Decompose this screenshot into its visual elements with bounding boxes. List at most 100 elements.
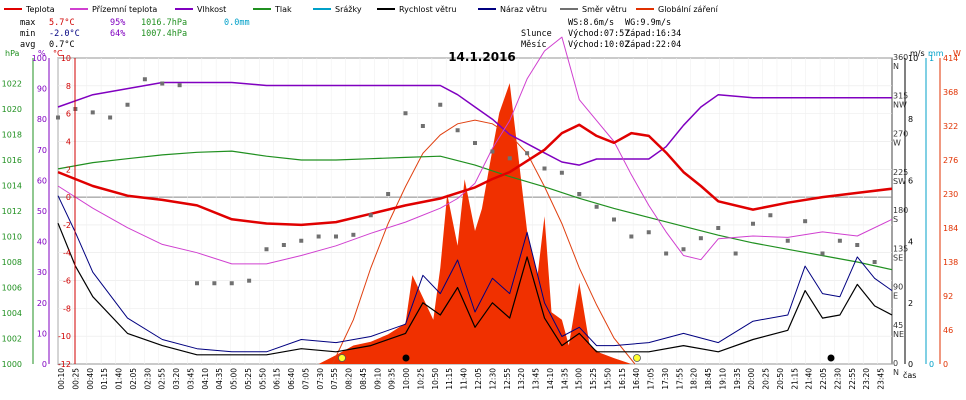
temperature-tick-label: 10 bbox=[61, 54, 71, 63]
max-hum: 95% bbox=[110, 18, 125, 28]
rain-tick-label: 1 bbox=[929, 54, 934, 63]
wind-speed-line bbox=[57, 222, 893, 356]
wind-direction-point bbox=[577, 192, 582, 196]
humidity-tick-label: 40 bbox=[37, 238, 47, 247]
wind-direction-point bbox=[473, 141, 477, 145]
pressure-tick-label: 1020 bbox=[2, 105, 22, 114]
pressure-tick-label: 1008 bbox=[2, 258, 22, 267]
clear-sky-radiation-line bbox=[332, 119, 636, 365]
max-rain: 0.0mm bbox=[224, 18, 250, 28]
humidity-tick-label: 90 bbox=[37, 85, 47, 94]
x-axis-label: čas bbox=[903, 370, 916, 380]
humidity-tick-label: 60 bbox=[37, 176, 47, 185]
wind-direction-point bbox=[629, 234, 634, 239]
x-tick-label: 06:15 bbox=[273, 368, 282, 390]
humidity-tick-label: 0 bbox=[42, 360, 47, 369]
pressure-tick-label: 1002 bbox=[2, 335, 22, 344]
rain-unit-label: mm bbox=[928, 49, 944, 58]
wind-direction-point bbox=[872, 260, 877, 264]
x-tick-label: 23:45 bbox=[877, 368, 886, 390]
x-tick-label: 11:40 bbox=[460, 368, 469, 390]
wind-gust-stat: WG:9.9m/s bbox=[625, 18, 671, 28]
direction-tick-label: 45 bbox=[893, 321, 903, 330]
x-tick-label: 00:25 bbox=[71, 368, 80, 390]
x-tick-label: 06:40 bbox=[287, 368, 296, 390]
radiation-tick-label: 138 bbox=[943, 258, 958, 267]
wind-direction-point bbox=[733, 251, 738, 256]
wind-direction-point bbox=[195, 281, 199, 286]
rain-tick-label: 0 bbox=[929, 360, 934, 369]
x-tick-label: 15:00 bbox=[575, 368, 584, 390]
x-tick-label: 05:25 bbox=[244, 368, 253, 390]
x-tick-label: 04:10 bbox=[201, 368, 210, 390]
legend-label: Globální záření bbox=[658, 5, 719, 14]
x-tick-label: 22:55 bbox=[848, 368, 857, 390]
temperature-tick-label: 4 bbox=[66, 137, 71, 146]
radiation-tick-label: 184 bbox=[943, 224, 958, 233]
x-tick-label: 13:20 bbox=[517, 368, 526, 390]
radiation-tick-label: 414 bbox=[943, 54, 958, 63]
wind-direction-point bbox=[351, 232, 356, 237]
wind-direction-point bbox=[264, 247, 269, 252]
x-tick-label: 10:50 bbox=[431, 368, 440, 390]
radiation-tick-label: 46 bbox=[943, 326, 953, 335]
pressure-tick-label: 1016 bbox=[2, 156, 22, 165]
legend-label: Tlak bbox=[274, 5, 292, 14]
humidity-tick-label: 10 bbox=[37, 329, 47, 338]
wind-direction-point bbox=[612, 217, 616, 222]
sunrise-marker bbox=[338, 354, 346, 362]
direction-tick-label: 135 bbox=[893, 244, 908, 253]
x-tick-label: 19:35 bbox=[733, 368, 742, 390]
x-tick-label: 00:40 bbox=[86, 368, 95, 390]
wind-direction-point bbox=[386, 192, 391, 196]
pressure-line bbox=[57, 150, 893, 271]
x-tick-label: 15:50 bbox=[603, 368, 612, 390]
axes-layer: hPa% °C m/s mm W1000100210041006100810101012… bbox=[2, 49, 961, 390]
x-tick-label: 12:05 bbox=[474, 368, 483, 390]
sunset-marker bbox=[633, 354, 641, 362]
x-tick-label: 22:05 bbox=[819, 368, 828, 390]
wind-direction-point bbox=[820, 251, 825, 256]
x-tick-label: 11:15 bbox=[445, 368, 454, 390]
wind-gust-line bbox=[57, 195, 893, 353]
temperature-tick-label: -2 bbox=[63, 221, 71, 230]
x-tick-label: 01:15 bbox=[100, 368, 109, 390]
pressure-tick-label: 1018 bbox=[2, 131, 22, 140]
humidity-tick-label: 50 bbox=[37, 207, 47, 216]
pressure-unit-label: hPa bbox=[5, 49, 20, 58]
direction-tick-label: E bbox=[893, 292, 898, 301]
radiation-unit-label: W bbox=[953, 49, 961, 58]
wind-direction-point bbox=[420, 124, 425, 128]
direction-tick-label: 270 bbox=[893, 130, 908, 139]
x-tick-label: 01:40 bbox=[115, 368, 124, 390]
min-hum: 64% bbox=[110, 29, 125, 39]
wind-direction-point bbox=[403, 111, 408, 116]
x-tick-label: 20:50 bbox=[776, 368, 785, 390]
moonset: Západ:22:04 bbox=[625, 40, 681, 50]
max-press: 1016.7hPa bbox=[141, 18, 187, 28]
sunset: Západ:16:34 bbox=[625, 29, 681, 39]
wind-tick-label: 10 bbox=[908, 54, 918, 63]
direction-tick-label: SW bbox=[893, 177, 906, 186]
wind-direction-point bbox=[125, 102, 130, 107]
direction-tick-label: SE bbox=[893, 253, 903, 262]
x-tick-label: 05:50 bbox=[258, 368, 267, 390]
radiation-layer bbox=[318, 83, 636, 365]
temperature-tick-label: -8 bbox=[63, 304, 71, 313]
direction-tick-label: 315 bbox=[893, 91, 908, 100]
wind-direction-point bbox=[334, 234, 338, 239]
wind-direction-point bbox=[646, 230, 651, 235]
radiation-tick-label: 276 bbox=[943, 156, 958, 165]
wind-direction-point bbox=[299, 238, 304, 243]
x-tick-label: 02:05 bbox=[129, 368, 138, 390]
pressure-tick-label: 1004 bbox=[2, 309, 22, 318]
wind-speed-stat: WS:8.6m/s bbox=[568, 18, 614, 28]
wind-direction-point bbox=[455, 128, 460, 133]
min-press: 1007.4hPa bbox=[141, 29, 187, 39]
direction-tick-label: 180 bbox=[893, 206, 908, 215]
legend-label: Směr větru bbox=[582, 5, 627, 14]
x-tick-label: 20:25 bbox=[762, 368, 771, 390]
wind-direction-point bbox=[559, 170, 564, 175]
x-tick-label: 14:10 bbox=[546, 368, 555, 390]
